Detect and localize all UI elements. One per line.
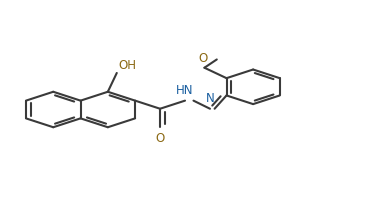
Text: HN: HN (176, 84, 194, 97)
Text: O: O (156, 132, 165, 145)
Text: N: N (205, 92, 214, 105)
Text: OH: OH (119, 59, 137, 72)
Text: O: O (198, 52, 207, 65)
